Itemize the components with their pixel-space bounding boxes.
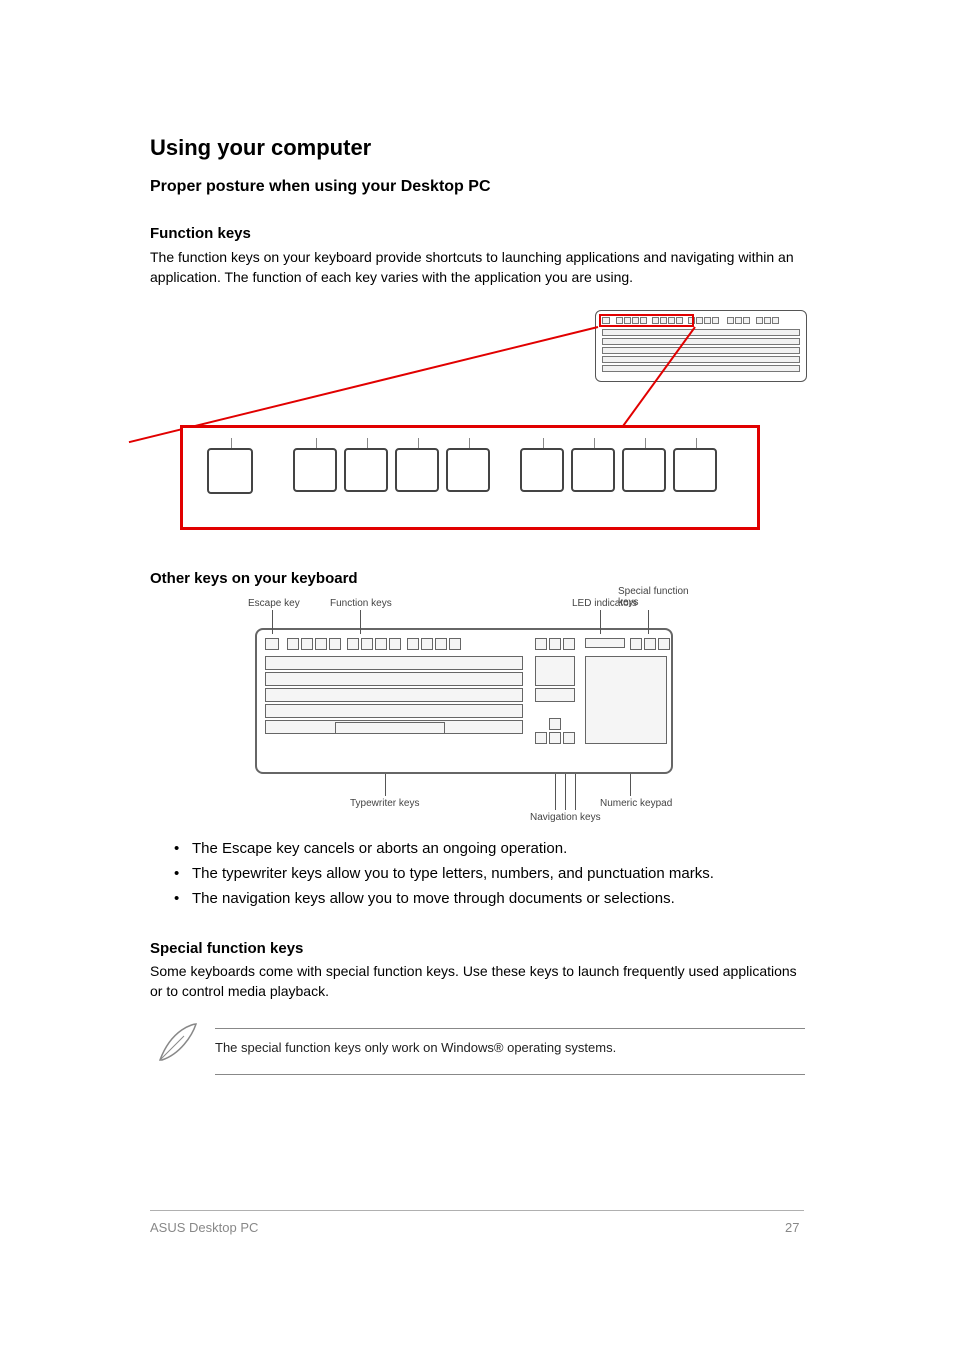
fnkeys-callout: [180, 425, 760, 530]
leader: [272, 610, 273, 634]
list-item: The Escape key cancels or aborts an ongo…: [170, 840, 790, 857]
key-f8: [673, 448, 717, 492]
leader: [600, 610, 601, 634]
label-nav: Navigation keys: [530, 812, 601, 823]
footer-left: ASUS Desktop PC: [150, 1220, 258, 1235]
leader: [565, 774, 566, 810]
leader: [360, 610, 361, 634]
note-rule-bottom: [215, 1074, 805, 1075]
leader: [630, 774, 631, 796]
label-esc: Escape key: [248, 598, 300, 609]
leader: [385, 774, 386, 796]
key-f4: [446, 448, 490, 492]
footer-rule: [150, 1210, 804, 1211]
key-f6: [571, 448, 615, 492]
chapter-heading: Using your computer: [150, 135, 371, 161]
keyboard-thumbnail: [595, 310, 807, 382]
list-item: The navigation keys allow you to move th…: [170, 890, 790, 907]
key-esc: [207, 448, 253, 494]
otherkeys-list: The Escape key cancels or aborts an ongo…: [170, 840, 790, 915]
label-type: Typewriter keys: [350, 798, 419, 809]
leader: [575, 774, 576, 810]
specialkeys-heading: Special function keys: [150, 940, 303, 957]
otherkeys-heading: Other keys on your keyboard: [150, 570, 358, 587]
key-f3: [395, 448, 439, 492]
fnkeys-body: The function keys on your keyboard provi…: [150, 248, 800, 287]
specialkeys-body: Some keyboards come with special functio…: [150, 962, 800, 1001]
list-item: The typewriter keys allow you to type le…: [170, 865, 790, 882]
keyboard-diagram: [255, 628, 673, 774]
note-rule-top: [215, 1028, 805, 1029]
key-f1: [293, 448, 337, 492]
note-text: The special function keys only work on W…: [215, 1040, 805, 1055]
leader: [648, 610, 649, 634]
label-fn: Function keys: [330, 598, 392, 609]
fnkeys-heading: Function keys: [150, 225, 251, 242]
section-heading: Proper posture when using your Desktop P…: [150, 178, 491, 196]
footer-right: 27: [785, 1220, 799, 1235]
manual-page: Using your computer Proper posture when …: [0, 0, 954, 1351]
label-num: Numeric keypad: [600, 798, 672, 809]
key-f5: [520, 448, 564, 492]
key-f2: [344, 448, 388, 492]
leader: [555, 774, 556, 810]
label-special: Special function keys: [618, 586, 708, 608]
key-f7: [622, 448, 666, 492]
note-icon: [152, 1018, 202, 1068]
highlight-small: [599, 314, 694, 327]
